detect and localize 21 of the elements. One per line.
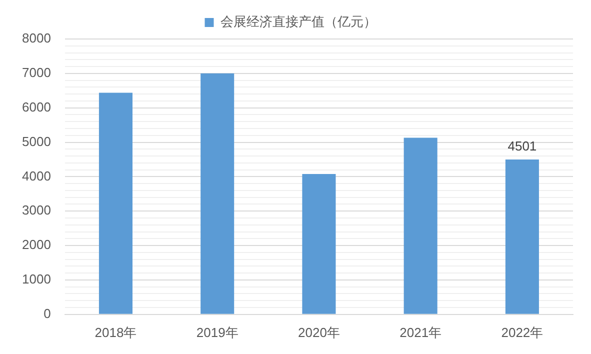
y-tick-label: 5000 (22, 134, 51, 149)
bar (98, 92, 132, 314)
legend-label: 会展经济直接产值（亿元） (220, 14, 376, 30)
bar (200, 73, 234, 314)
bar (302, 174, 336, 314)
x-tick-label: 2021年 (400, 324, 442, 340)
y-tick-label: 1000 (22, 272, 51, 287)
x-tick-label: 2019年 (196, 324, 238, 340)
y-tick-label: 4000 (22, 168, 51, 184)
x-tick-label: 2022年 (501, 324, 544, 340)
y-tick-label: 2000 (22, 237, 51, 252)
y-tick-label: 3000 (22, 202, 51, 218)
bar (505, 159, 539, 314)
x-tick-label: 2020年 (298, 324, 340, 340)
bar (404, 138, 438, 314)
y-tick-label: 0 (44, 306, 51, 321)
data-label: 4501 (508, 138, 537, 154)
x-tick-label: 2018年 (94, 324, 137, 340)
y-tick-label: 6000 (22, 99, 51, 114)
y-tick-label: 8000 (22, 30, 51, 46)
y-tick-label: 7000 (22, 65, 51, 80)
